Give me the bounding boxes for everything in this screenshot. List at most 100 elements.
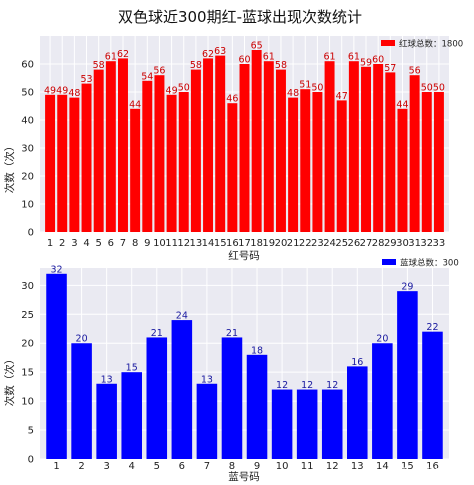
red-bar — [288, 97, 299, 232]
blue-x-axis-label: 蓝号码 — [228, 471, 260, 483]
blue-x-tick-label: 15 — [401, 461, 414, 472]
blue-x-tick-label: 1 — [53, 461, 59, 472]
red-x-tick-label: 14 — [202, 238, 215, 249]
blue-x-ticks: 1 2 3 4 5 6 7 8 9 10 11 12 13 14 15 16 — [53, 461, 438, 472]
blue-bar — [372, 343, 393, 459]
blue-data-label: 20 — [376, 334, 388, 345]
blue-x-tick-label: 2 — [78, 461, 84, 472]
blue-data-label: 21 — [226, 328, 238, 339]
red-bar — [215, 55, 226, 232]
blue-data-label: 13 — [101, 374, 113, 385]
red-bar — [385, 72, 396, 233]
red-bars — [45, 50, 444, 233]
blue-data-label: 12 — [326, 380, 338, 391]
red-x-tick-label: 30 — [396, 238, 409, 249]
red-bar — [275, 69, 286, 232]
red-data-label: 59 — [360, 57, 372, 68]
blue-bar — [71, 343, 92, 459]
red-x-tick-label: 32 — [420, 238, 433, 249]
blue-x-tick-label: 7 — [204, 461, 210, 472]
red-data-label: 62 — [117, 49, 129, 60]
red-bar — [312, 92, 323, 232]
red-data-label: 44 — [396, 99, 408, 110]
blue-bar — [422, 331, 443, 459]
red-bar — [433, 92, 444, 232]
blue-y-axis-label: 次数（次） — [3, 354, 16, 407]
red-bar — [336, 100, 347, 233]
red-bar — [57, 94, 68, 232]
red-x-tick-label: 16 — [226, 238, 239, 249]
red-y-axis-label: 次数（次） — [3, 141, 16, 194]
red-data-label: 47 — [336, 91, 348, 102]
red-legend-swatch — [381, 40, 395, 46]
blue-data-label: 21 — [151, 328, 163, 339]
red-data-label: 50 — [421, 83, 433, 94]
red-bar — [118, 58, 128, 233]
red-bar — [348, 61, 359, 233]
red-x-axis-label: 红号码 — [228, 249, 260, 262]
red-data-label: 65 — [251, 41, 263, 52]
red-bar — [166, 94, 177, 232]
blue-y-tick-label: 15 — [21, 368, 34, 379]
blue-data-label: 12 — [276, 380, 288, 391]
blue-x-tick-label: 13 — [351, 461, 364, 472]
blue-bars — [46, 273, 443, 459]
red-bar — [239, 64, 250, 232]
red-bar — [45, 94, 56, 232]
figure-title: 双色球近300期红-蓝球出现次数统计 — [118, 8, 362, 26]
red-data-label: 44 — [129, 99, 141, 110]
red-bar — [178, 92, 189, 232]
red-bar — [397, 108, 408, 232]
blue-legend-swatch — [382, 259, 396, 265]
red-x-tick-label: 29 — [384, 238, 397, 249]
red-x-tick-label: 8 — [132, 238, 138, 249]
red-data-label: 53 — [80, 74, 92, 85]
red-x-tick-label: 31 — [408, 238, 421, 249]
red-x-tick-label: 9 — [144, 238, 150, 249]
red-y-tick-label: 50 — [21, 88, 34, 99]
red-y-ticks: 0 10 20 30 40 50 60 — [21, 60, 34, 239]
blue-y-ticks: 0 5 10 15 20 25 30 — [21, 281, 34, 466]
blue-bar — [221, 337, 243, 459]
blue-bar — [271, 389, 293, 459]
red-x-tick-label: 7 — [120, 238, 126, 249]
red-bar — [81, 83, 92, 232]
blue-y-tick-label: 30 — [21, 281, 34, 292]
red-bar — [154, 75, 165, 232]
red-data-label: 58 — [190, 60, 202, 71]
red-data-label: 49 — [56, 85, 68, 96]
red-x-tick-label: 6 — [108, 238, 114, 249]
red-data-label: 58 — [93, 60, 105, 71]
red-bar — [190, 69, 201, 232]
blue-data-labels: 32 20 13 15 21 24 13 21 18 12 12 12 16 20 29 22 — [50, 264, 438, 391]
blue-data-label: 13 — [201, 374, 213, 385]
red-bar — [203, 58, 214, 233]
red-data-label: 61 — [105, 52, 117, 63]
blue-bar — [246, 354, 268, 459]
blue-y-tick-label: 5 — [28, 426, 34, 437]
blue-data-label: 12 — [301, 380, 313, 391]
red-legend: 红球总数：1800 — [381, 39, 463, 50]
red-x-tick-label: 5 — [95, 238, 101, 249]
red-x-tick-label: 21 — [287, 238, 300, 249]
red-x-tick-label: 28 — [372, 238, 385, 249]
blue-y-tick-label: 25 — [21, 310, 34, 321]
red-x-tick-label: 1 — [47, 238, 53, 249]
blue-data-label: 24 — [176, 311, 188, 322]
blue-bar — [321, 389, 343, 459]
blue-legend: 蓝球总数：300 — [382, 258, 459, 269]
blue-bar — [296, 389, 318, 459]
blue-x-tick-label: 3 — [103, 461, 109, 472]
red-data-label: 46 — [226, 94, 238, 105]
red-data-label: 61 — [348, 52, 360, 63]
red-x-tick-label: 24 — [323, 238, 336, 249]
red-x-tick-label: 4 — [83, 238, 89, 249]
blue-legend-label: 蓝球总数：300 — [400, 258, 459, 269]
red-y-tick-label: 60 — [21, 60, 34, 71]
red-x-tick-label: 18 — [250, 238, 263, 249]
red-y-tick-label: 30 — [21, 144, 34, 155]
red-bar — [300, 89, 311, 232]
red-data-label: 50 — [178, 83, 190, 94]
